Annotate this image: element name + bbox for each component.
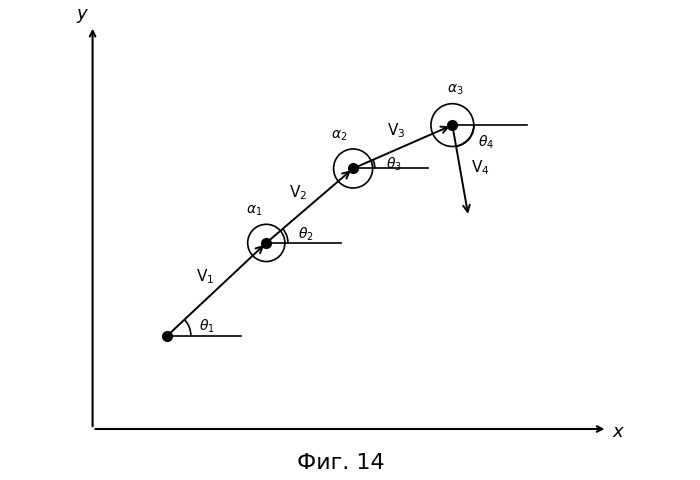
Text: $\alpha_3$: $\alpha_3$ (447, 83, 463, 97)
Text: V$_2$: V$_2$ (289, 183, 307, 202)
Text: $\alpha_1$: $\alpha_1$ (246, 204, 262, 218)
Text: V$_1$: V$_1$ (195, 267, 214, 286)
Text: V$_3$: V$_3$ (386, 121, 405, 140)
Text: Фиг. 14: Фиг. 14 (297, 453, 384, 473)
Text: $\alpha_2$: $\alpha_2$ (331, 128, 348, 143)
Text: V$_4$: V$_4$ (471, 158, 489, 177)
Text: $\theta_2$: $\theta_2$ (298, 226, 314, 243)
Text: $\theta_1$: $\theta_1$ (199, 318, 214, 335)
Text: x: x (612, 423, 623, 441)
Text: y: y (76, 5, 87, 23)
Text: $\theta_3$: $\theta_3$ (386, 156, 402, 173)
Text: $\theta_4$: $\theta_4$ (478, 134, 494, 151)
